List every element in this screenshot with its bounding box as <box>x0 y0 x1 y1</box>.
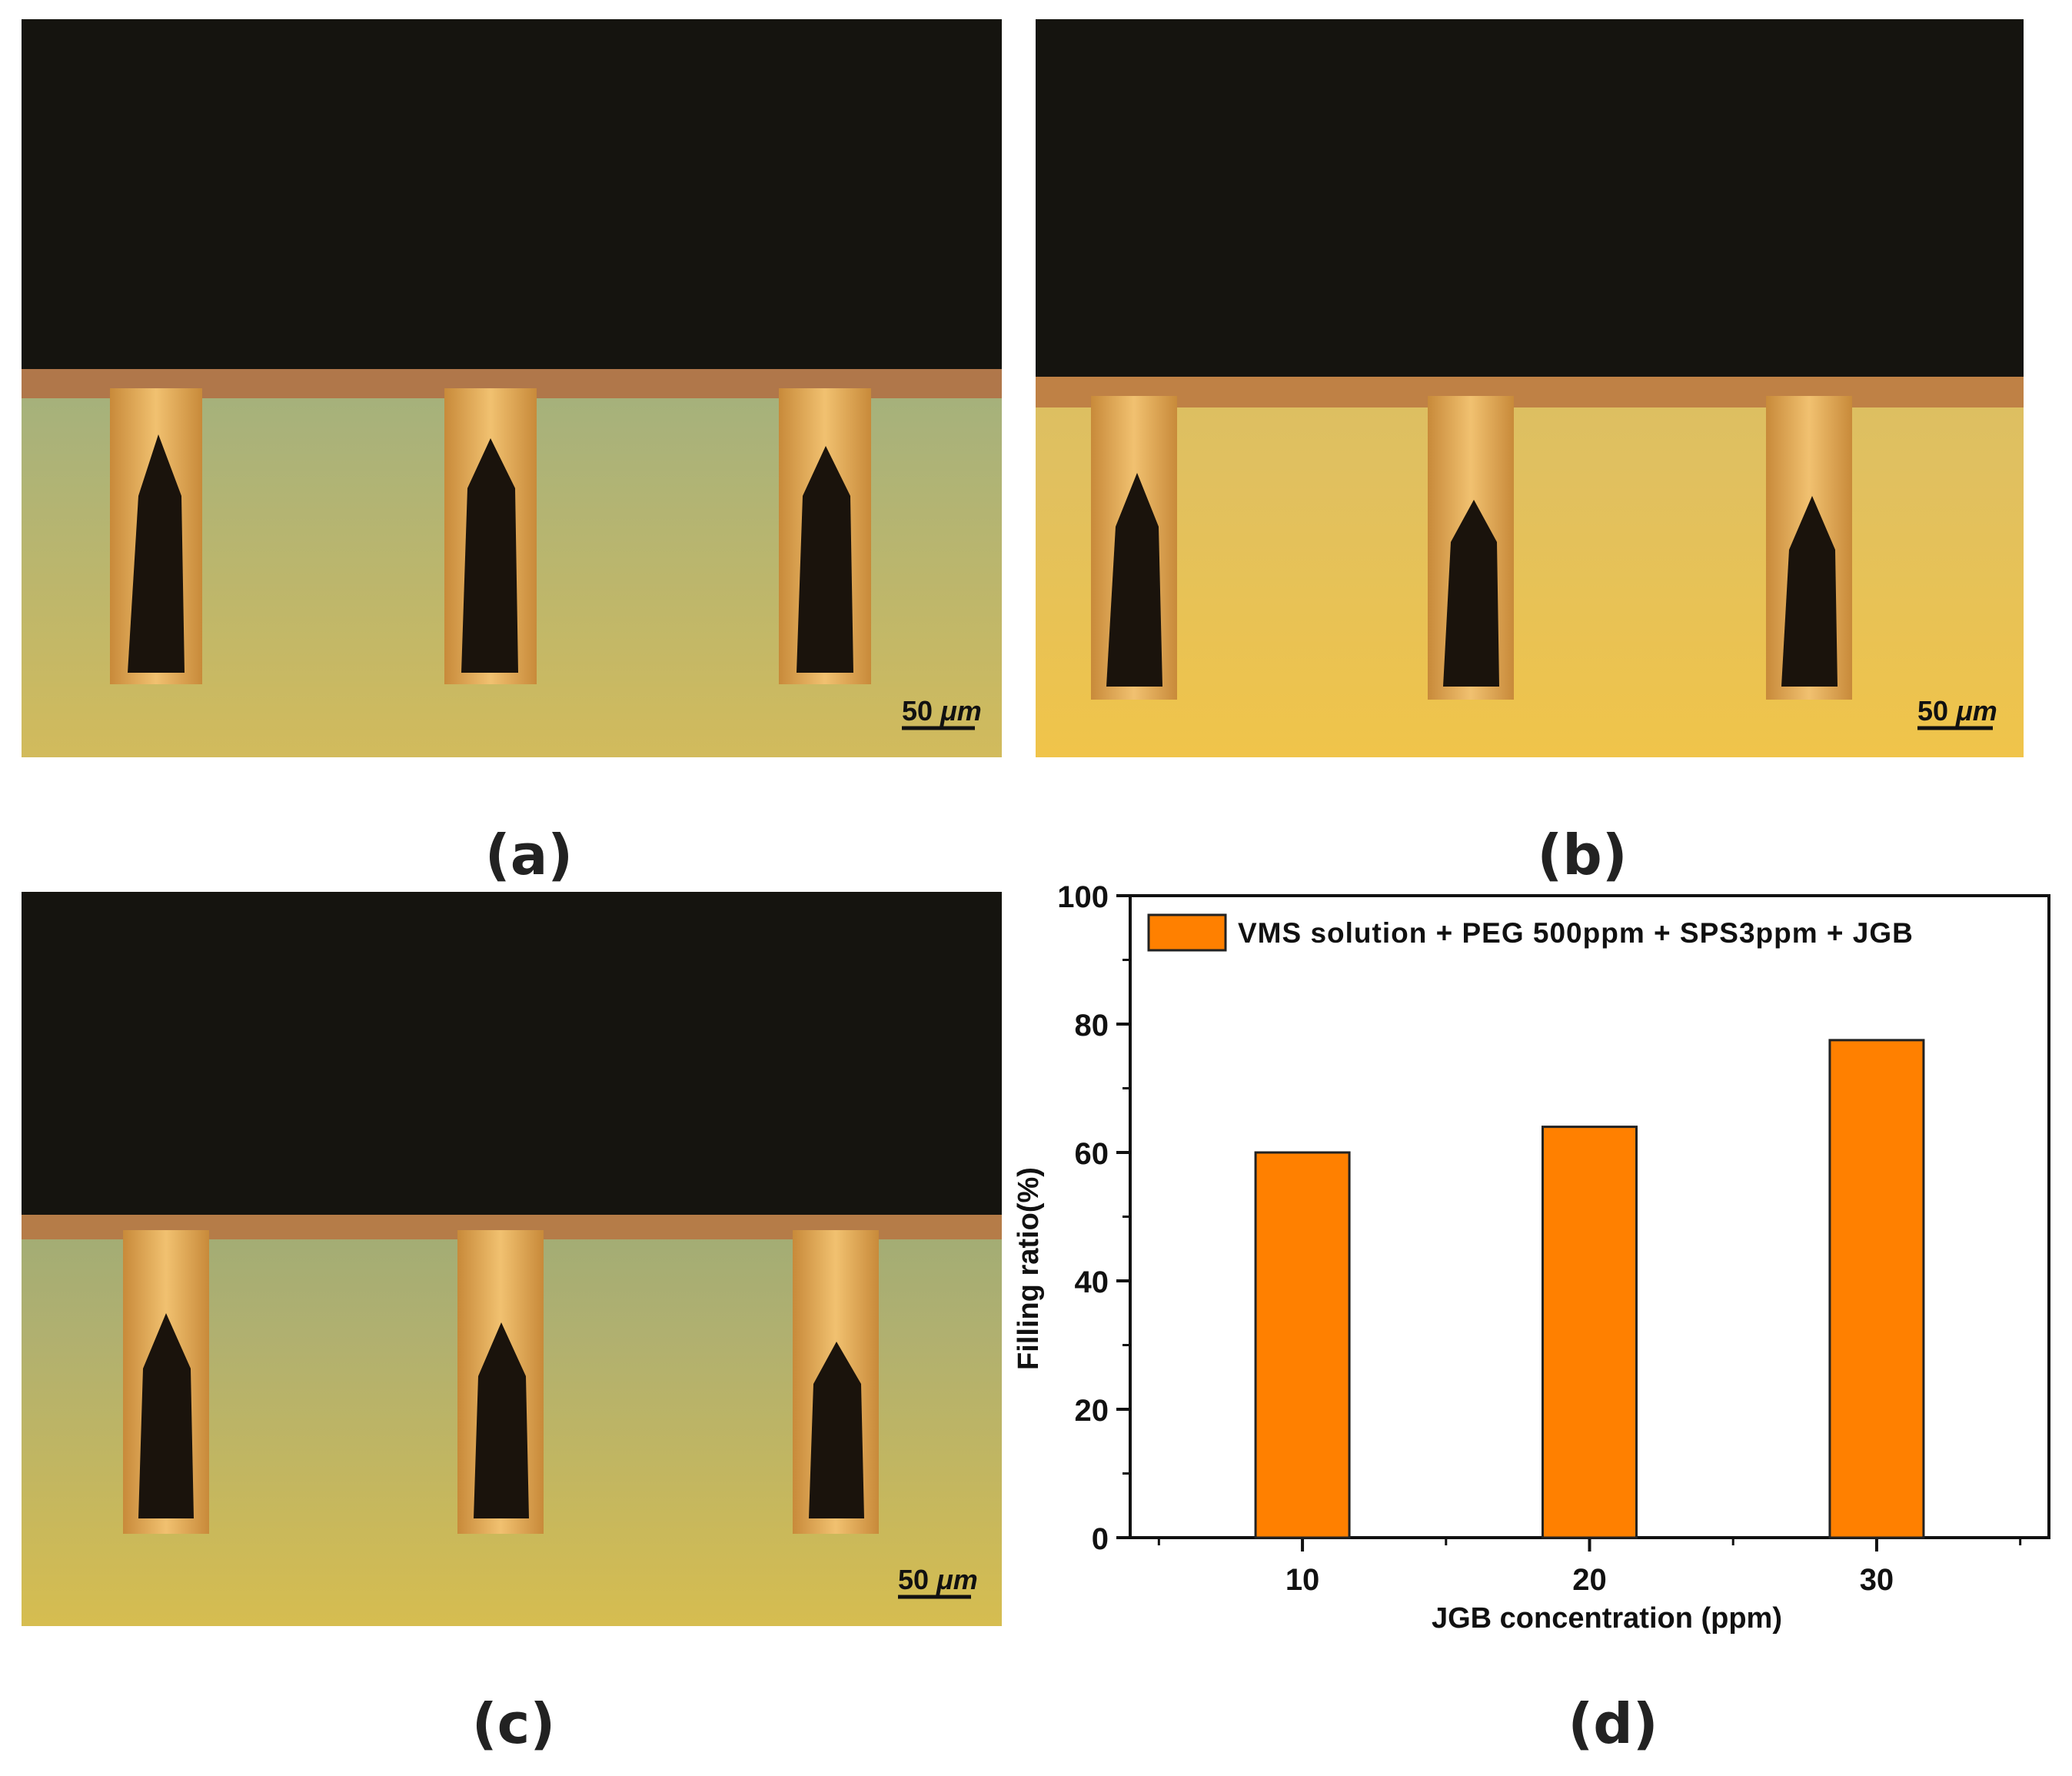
y-tick-label: 100 <box>1057 884 1109 914</box>
chart-bars <box>1254 1039 1925 1539</box>
y-tick-label: 0 <box>1092 1522 1109 1556</box>
micrograph-b: 50 μm <box>1036 19 2024 757</box>
via-b3 <box>1766 396 1852 700</box>
via-a2 <box>444 388 537 684</box>
x-tick-label: 30 <box>1860 1563 1894 1597</box>
via-c1 <box>123 1230 209 1534</box>
via-b2 <box>1428 396 1514 700</box>
bar <box>1542 1126 1638 1539</box>
y-tick-label: 80 <box>1075 1009 1109 1043</box>
bar-chart: 0 20 40 60 80 100 10 20 30 Filling ratio(%) JGB … <box>1013 884 2050 1635</box>
chart-legend: VMS solution + PEG 500ppm + SPS3ppm + JG… <box>1147 913 1914 952</box>
via-b1 <box>1091 396 1177 700</box>
scale-bar-label: 50 μm <box>898 1564 978 1595</box>
y-tick-label: 40 <box>1075 1265 1109 1299</box>
bar <box>1254 1151 1351 1539</box>
x-tick-label: 20 <box>1572 1563 1607 1597</box>
y-tick-label: 20 <box>1075 1394 1109 1428</box>
bar <box>1828 1039 1925 1539</box>
panel-label-b: (b) <box>1537 823 1628 887</box>
panel-label-d: (d) <box>1568 1691 1658 1756</box>
panel-label-c: (c) <box>471 1691 556 1756</box>
scale-bar-label: 50 μm <box>1917 695 1997 727</box>
micrograph-c: 50 μm <box>22 892 1002 1626</box>
via-c2 <box>457 1230 544 1534</box>
x-axis-label: JGB concentration (ppm) <box>1432 1602 1782 1635</box>
chart-labels: Filling ratio(%) JGB concentration (ppm) <box>1013 1167 1782 1635</box>
micrograph-a: 50 μm <box>22 19 1002 757</box>
chart-axes: 0 20 40 60 80 100 10 20 30 <box>1057 884 2050 1597</box>
legend-label: VMS solution + PEG 500ppm + SPS3ppm + JG… <box>1238 917 1914 949</box>
panel-label-a: (a) <box>484 823 574 887</box>
via-a1 <box>110 388 202 684</box>
legend-swatch <box>1147 913 1227 952</box>
y-tick-label: 60 <box>1075 1137 1109 1171</box>
x-tick-label: 10 <box>1285 1563 1320 1597</box>
via-a3 <box>779 388 871 684</box>
scale-bar-label: 50 μm <box>902 695 982 727</box>
via-c3 <box>793 1230 879 1534</box>
y-axis-label: Filling ratio(%) <box>1013 1167 1045 1370</box>
